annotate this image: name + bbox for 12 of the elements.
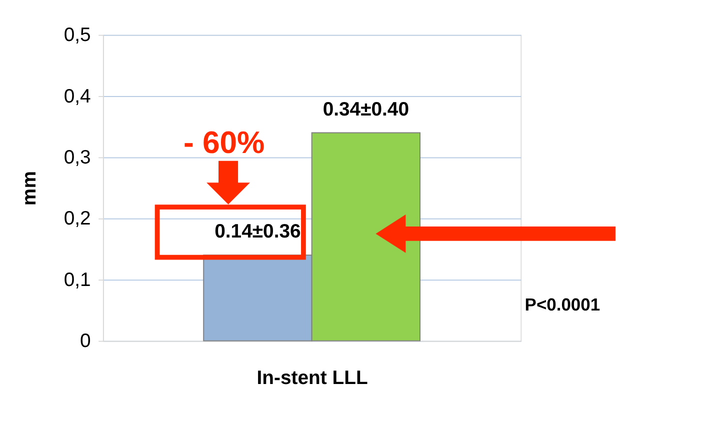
y-tick-label: 0,2 <box>64 208 91 230</box>
text: P<0.0001 <box>524 294 600 314</box>
y-tick-label: 0,3 <box>64 146 91 169</box>
y-axis-title: mm <box>18 171 41 206</box>
data-label: 0.14±0.36 <box>214 220 302 243</box>
y-tick-label: 0,4 <box>64 85 92 108</box>
data-label: 0.34±0.40 <box>322 98 410 120</box>
y-tick-label: 0,5 <box>64 24 91 46</box>
annotation: - 60% <box>184 125 265 160</box>
y-tick-label: 0,1 <box>64 268 91 291</box>
y-tick-label: 0 <box>80 330 92 352</box>
x-axis-title: In-stent LLL <box>256 367 368 390</box>
